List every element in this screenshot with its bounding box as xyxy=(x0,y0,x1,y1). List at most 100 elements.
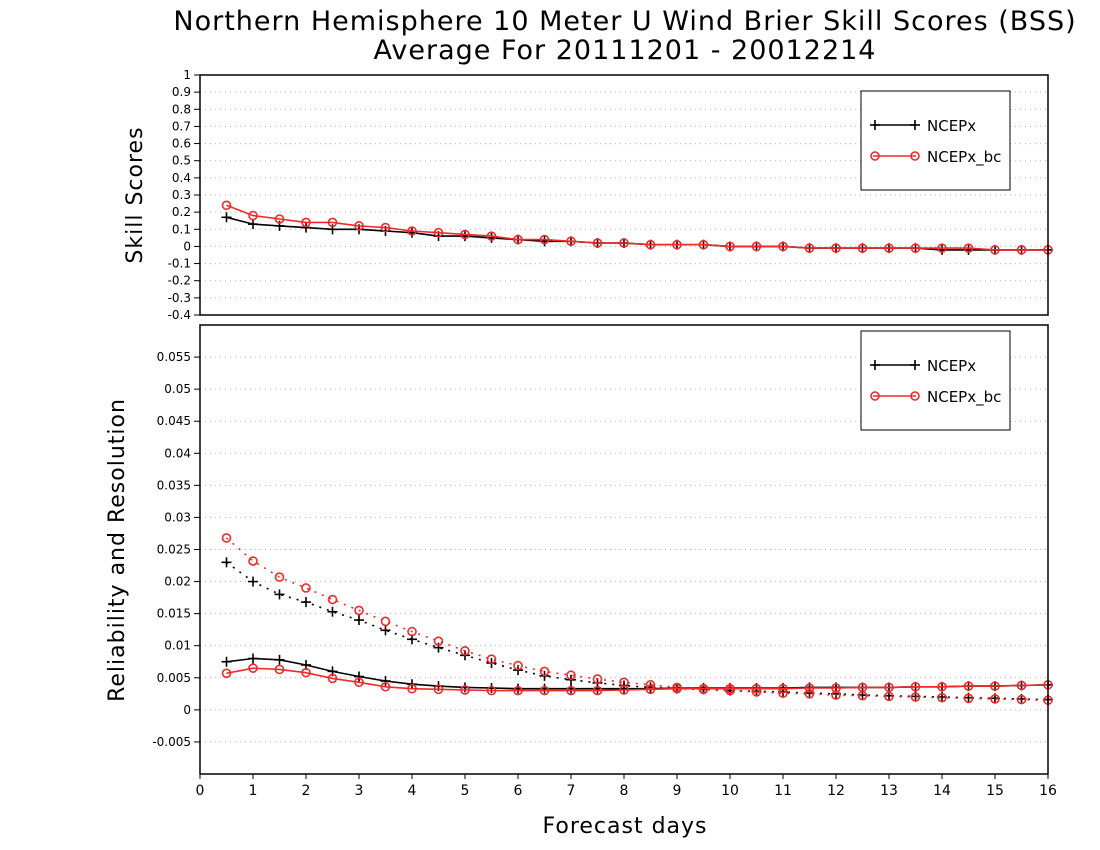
bottom-x-tick-label: 9 xyxy=(673,783,682,799)
top-legend-marker-ncepx-bc xyxy=(910,151,920,161)
bottom-point-ncepx-bc xyxy=(274,664,285,675)
bottom-point-ncepx-bc xyxy=(645,684,656,695)
top-point-ncepx-bc xyxy=(804,243,815,253)
top-point-ncepx-bc xyxy=(937,243,947,253)
top-y-tick-label: 0.4 xyxy=(172,171,191,185)
bottom-y-tick-label: 0.04 xyxy=(164,446,191,460)
bottom-x-tick-label: 2 xyxy=(302,783,311,799)
bottom-legend-marker-ncepx xyxy=(870,360,880,370)
bottom-point-ncepx xyxy=(301,597,311,608)
top-point-ncepx-bc xyxy=(301,217,311,228)
bottom-point-ncepx-bc xyxy=(804,689,815,699)
bottom-legend-marker-ncepx-bc xyxy=(870,391,880,401)
bottom-x-tick-label: 10 xyxy=(721,783,739,799)
bottom-point-ncepx-bc xyxy=(619,677,629,688)
bottom-point-ncepx-bc xyxy=(460,646,470,656)
bottom-point-ncepx-bc xyxy=(354,677,364,688)
bottom-point-ncepx-bc xyxy=(937,692,947,703)
top-line-ncepx-solid xyxy=(226,216,1048,251)
bottom-point-ncepx xyxy=(274,589,285,600)
bottom-x-tick-label: 8 xyxy=(620,783,629,799)
bottom-point-ncepx-bc xyxy=(486,654,497,664)
bottom-point-ncepx-bc xyxy=(433,684,444,695)
bottom-y-axis-label: Reliability and Resolution xyxy=(105,398,130,702)
top-point-ncepx-bc xyxy=(327,217,338,228)
top-point-ncepx-bc xyxy=(274,214,285,224)
top-y-tick-label: 1 xyxy=(183,68,191,82)
bottom-x-tick-label: 1 xyxy=(249,783,258,799)
bottom-legend-marker-ncepx-bc xyxy=(910,391,920,401)
bottom-point-ncepx-bc xyxy=(592,685,603,696)
top-point-ncepx xyxy=(221,212,232,223)
bottom-point-ncepx-bc xyxy=(884,691,894,702)
top-point-ncepx xyxy=(248,219,258,230)
bottom-point-ncepx-bc xyxy=(566,670,576,681)
bottom-point-ncepx-bc xyxy=(513,685,523,696)
bottom-point-ncepx-bc xyxy=(407,683,417,694)
top-point-ncepx-bc xyxy=(513,234,523,245)
bottom-series-ncepx-solid xyxy=(221,653,1053,694)
bottom-point-ncepx-bc xyxy=(301,583,311,593)
bottom-point-ncepx-bc xyxy=(698,684,709,695)
bottom-point-ncepx-bc xyxy=(513,660,523,671)
bottom-point-ncepx-bc xyxy=(990,694,1000,704)
bottom-series-ncepx-dotted xyxy=(221,557,1053,705)
bottom-x-tick-label: 7 xyxy=(567,783,576,799)
top-point-ncepx-bc xyxy=(433,227,444,238)
top-point-ncepx-bc xyxy=(539,234,550,245)
top-legend-marker-ncepx xyxy=(870,120,880,130)
top-point-ncepx-bc xyxy=(778,241,788,252)
bottom-point-ncepx xyxy=(354,615,364,626)
bottom-series-ncepx-bc-dotted xyxy=(221,533,1053,706)
bottom-point-ncepx-bc xyxy=(1016,680,1027,691)
top-point-ncepx-bc xyxy=(672,239,682,250)
bottom-legend-label-ncepx: NCEPx xyxy=(927,357,976,375)
bottom-point-ncepx-bc xyxy=(884,682,894,693)
bottom-point-ncepx xyxy=(248,576,258,587)
top-point-ncepx-bc xyxy=(248,210,258,221)
bottom-point-ncepx-bc xyxy=(486,685,497,696)
bottom-x-tick-label: 12 xyxy=(827,783,845,799)
bottom-legend: NCEPx NCEPx_bc xyxy=(860,330,1011,431)
top-series-ncepx-bc-solid xyxy=(221,200,1053,255)
bottom-point-ncepx-bc xyxy=(778,683,788,694)
bottom-x-tick-label: 5 xyxy=(461,783,470,799)
top-y-tick-label: 0.3 xyxy=(172,188,191,202)
top-legend: NCEPx NCEPx_bc xyxy=(860,90,1011,191)
bottom-point-ncepx-bc xyxy=(221,533,232,543)
bottom-point-ncepx-bc xyxy=(1016,694,1027,705)
top-y-tick-label: 0.5 xyxy=(172,154,191,168)
bottom-point-ncepx-bc xyxy=(460,685,470,695)
skill-score-panel: -0.4 -0.3 -0.2 -0.1 0 0.1 0.2 0.3 0.4 0.5 0.6 0.7 0.… xyxy=(168,68,1053,322)
bottom-point-ncepx xyxy=(380,625,391,636)
top-point-ncepx-bc xyxy=(725,241,735,252)
bottom-point-ncepx-bc xyxy=(274,572,285,582)
top-point-ncepx-bc xyxy=(698,239,709,250)
bottom-legend-box xyxy=(860,330,1011,431)
top-point-ncepx-bc xyxy=(354,221,364,231)
bottom-point-ncepx xyxy=(248,653,258,664)
bottom-point-ncepx-bc xyxy=(592,674,603,684)
bottom-point-ncepx xyxy=(221,656,232,667)
chart-title-line2: Average For 20111201 - 20012214 xyxy=(374,35,877,66)
bottom-x-tick-label: 0 xyxy=(196,783,205,799)
bottom-x-tick-label: 16 xyxy=(1039,783,1057,799)
top-y-tick-label: -0.3 xyxy=(168,291,191,305)
bottom-point-ncepx-bc xyxy=(354,605,364,616)
bottom-x-tick-label: 13 xyxy=(880,783,898,799)
top-y-axis-label: Skill Scores xyxy=(123,126,148,263)
top-y-tick-label: 0.9 xyxy=(172,85,191,99)
bottom-point-ncepx-bc xyxy=(433,636,444,647)
bottom-point-ncepx-bc xyxy=(248,663,258,673)
top-point-ncepx-bc xyxy=(857,243,868,253)
top-point-ncepx-bc xyxy=(221,200,232,211)
bottom-point-ncepx-bc xyxy=(248,556,258,566)
bottom-point-ncepx-bc xyxy=(751,687,762,697)
top-line-ncepx-bc-solid xyxy=(226,204,1048,251)
bottom-point-ncepx-bc xyxy=(857,690,868,701)
bottom-point-ncepx-bc xyxy=(910,692,921,702)
bottom-point-ncepx-bc xyxy=(645,680,656,690)
bottom-y-tick-label: 0 xyxy=(183,703,191,717)
bottom-line-ncepx-bc-dotted xyxy=(225,537,1049,701)
top-point-ncepx xyxy=(301,222,311,233)
